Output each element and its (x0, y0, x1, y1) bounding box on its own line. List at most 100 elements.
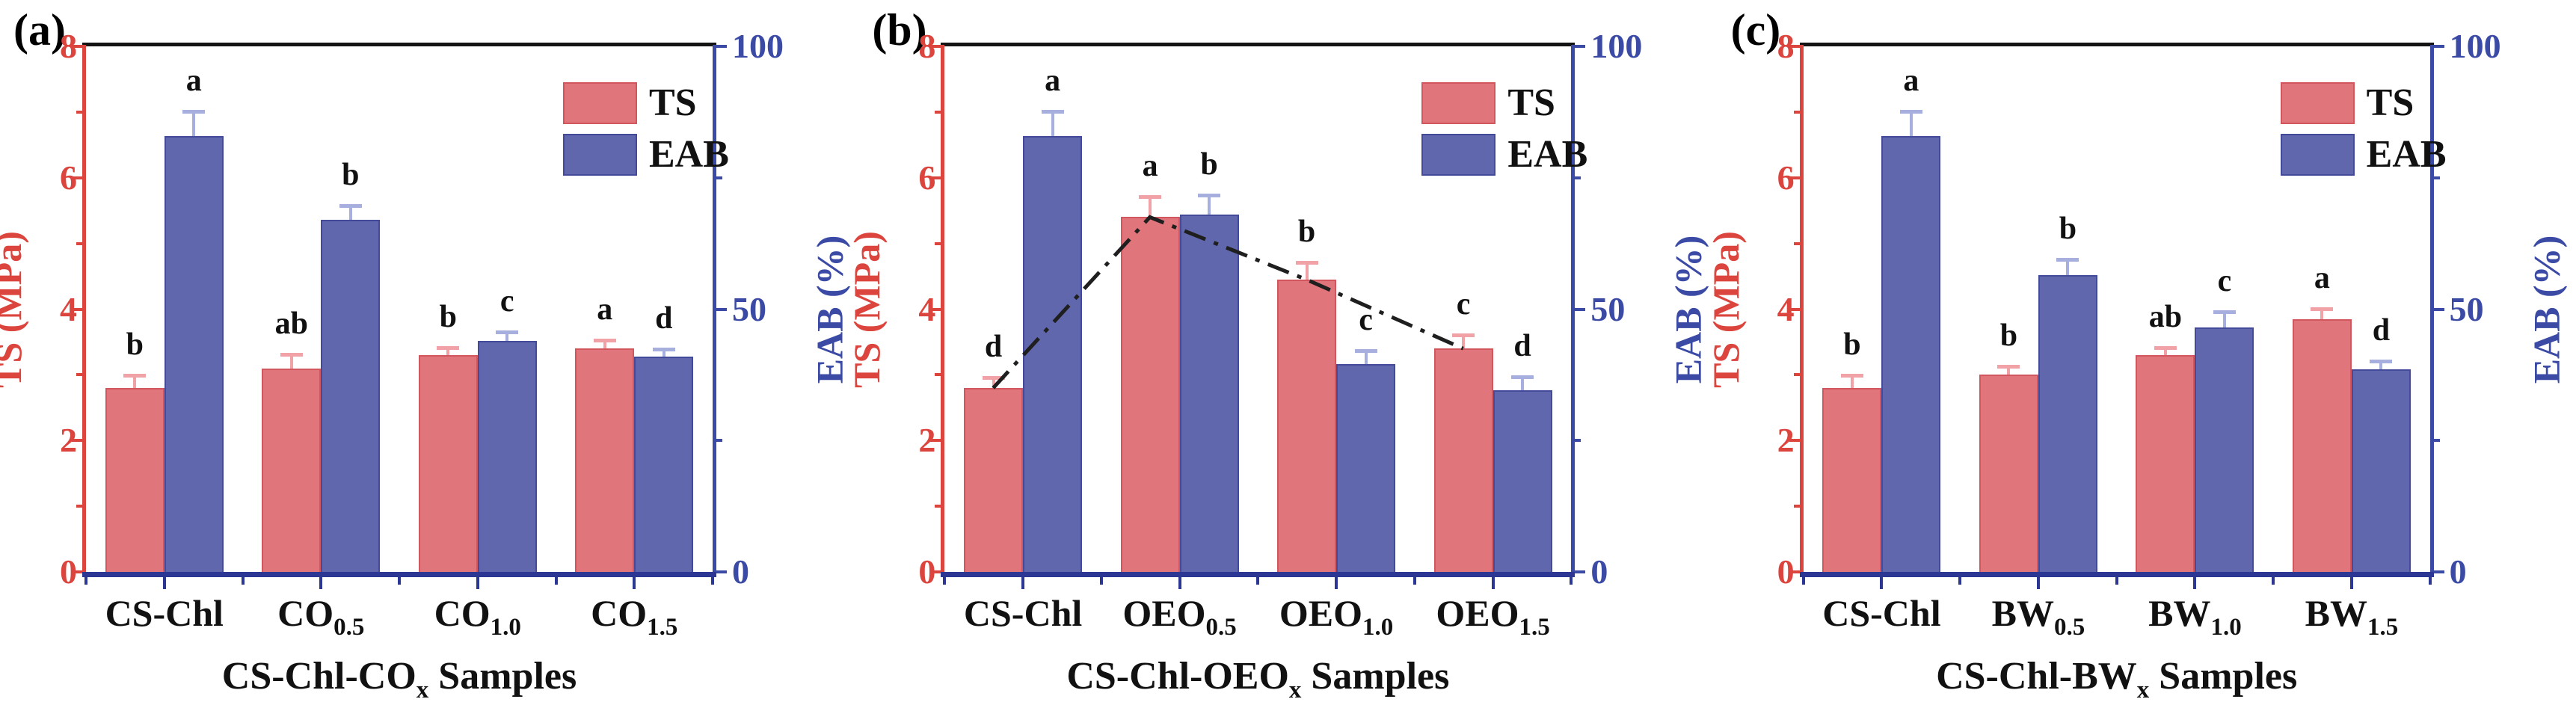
plot-area: b b ab a a b c d 0 2 4 6 8 0 50 100 CS-Chl BW0.5 BW1.0 BW1.… (1705, 27, 2568, 704)
significance-letter: b (1843, 327, 1861, 363)
bottom-axis-minor-tick (1256, 577, 1260, 585)
significance-letter: a (597, 292, 613, 327)
bottom-axis-minor-tick (2428, 577, 2432, 585)
top-axis-line (1799, 43, 2434, 46)
right-axis-line (2429, 45, 2434, 576)
left-axis-tick-label: 0 (918, 552, 936, 591)
error-bar-cap (1452, 333, 1475, 337)
chart-panel-b: (b) d a b c a b c d 0 2 4 6 8 0 50 100 CS-Chl OEO0.5 OEO1.0… (846, 0, 1717, 705)
bar-ts-1 (262, 368, 322, 572)
bar-ts-2 (418, 355, 478, 572)
bottom-axis-minor-tick (2272, 577, 2275, 585)
significance-letter: d (655, 301, 673, 336)
legend: TS EAB (1421, 81, 1587, 176)
bar-eab-3 (634, 356, 694, 572)
right-axis-tick (2433, 570, 2444, 573)
bottom-axis-tick (162, 577, 166, 589)
left-axis-tick (72, 307, 82, 311)
bar-ts-0 (105, 387, 165, 572)
bottom-axis-minor-tick (2115, 577, 2118, 585)
top-axis-line (941, 43, 1576, 46)
bar-eab-1 (321, 219, 381, 572)
significance-letter: d (2372, 313, 2391, 348)
error-bar-stem (192, 111, 196, 136)
error-bar-cap (437, 346, 460, 351)
left-axis-tick (1789, 45, 1800, 48)
panel-letter-label: (c) (1730, 5, 1781, 55)
bottom-axis-tick (476, 577, 479, 589)
left-axis-tick (1789, 570, 1800, 573)
error-bar-cap (2154, 346, 2177, 351)
panel-letter-label: (a) (13, 5, 66, 55)
legend-label: EAB (2366, 133, 2447, 176)
left-axis-minor-tick (1793, 241, 1800, 245)
x-category-label: CS-Chl (105, 592, 224, 634)
right-axis-tick-label: 0 (1590, 552, 1608, 591)
left-axis-minor-tick (935, 373, 941, 377)
error-bar-stem (1462, 335, 1466, 349)
left-axis-tick (72, 570, 82, 573)
top-axis-line (82, 43, 716, 46)
legend-item-eab: EAB (2280, 132, 2447, 176)
bottom-axis-minor-tick (1099, 577, 1103, 585)
left-axis-minor-tick (935, 505, 941, 508)
bottom-axis-tick (1491, 577, 1495, 589)
error-bar-cap (593, 338, 616, 342)
error-bar-cap (182, 109, 206, 114)
trend-dashdot-line (992, 215, 1465, 390)
error-bar-cap (652, 348, 675, 352)
bar-ts-0 (1822, 387, 1882, 572)
chart-panel-a: (a) b ab b a a b c d 0 2 4 6 8 0 50 100 CS-Chl CO0.5 CO1.0 C… (0, 0, 858, 705)
error-bar-cap (1139, 195, 1162, 200)
error-bar-stem (2007, 366, 2011, 375)
left-axis-minor-tick (935, 110, 941, 114)
legend-item-eab: EAB (1421, 132, 1587, 176)
right-axis-tick (716, 570, 727, 573)
right-axis-title: EAB (%) (1667, 235, 1709, 384)
x-category-label: OEO0.5 (1122, 592, 1237, 641)
error-bar-stem (2320, 309, 2324, 319)
bottom-axis-minor-tick (1570, 577, 1573, 585)
significance-letter: b (439, 300, 457, 335)
legend-label: EAB (1507, 133, 1588, 176)
bottom-axis-minor-tick (711, 577, 714, 585)
error-bar-cap (1899, 109, 1922, 114)
left-axis-tick (72, 176, 82, 179)
right-axis-minor-tick (2433, 439, 2440, 443)
significance-letter: a (1142, 149, 1158, 184)
significance-letter: ab (274, 307, 308, 341)
bar-ts-3 (1433, 348, 1493, 572)
right-axis-tick (2433, 307, 2444, 311)
significance-letter: d (1513, 328, 1531, 363)
left-axis-line (941, 45, 945, 575)
error-bar-stem (992, 378, 995, 388)
right-axis-minor-tick (1575, 439, 1581, 443)
error-bar-cap (1354, 348, 1377, 353)
right-axis-minor-tick (716, 439, 722, 443)
bottom-axis-line (1799, 572, 2434, 577)
error-bar-cap (982, 375, 1005, 380)
left-axis-tick-label: 4 (918, 289, 936, 328)
bottom-axis-minor-tick (241, 577, 245, 585)
left-axis-title: TS (MPa) (0, 230, 30, 388)
error-bar-stem (662, 350, 665, 357)
legend-swatch-ts (2280, 81, 2355, 124)
bar-ts-1 (1120, 217, 1180, 572)
x-category-label: CO1.0 (434, 592, 521, 641)
x-category-label: CS-Chl (963, 592, 1083, 634)
x-category-label: CO0.5 (277, 592, 365, 641)
bottom-axis-tick (1335, 577, 1338, 589)
x-axis-title: CS-Chl-BWx Samples (1936, 655, 2298, 704)
error-bar-cap (280, 353, 303, 357)
left-axis-tick-label: 6 (1777, 158, 1795, 197)
error-bar-cap (123, 374, 147, 378)
error-bar-cap (1041, 109, 1064, 114)
error-bar-cap (1295, 260, 1318, 265)
left-axis-tick (930, 439, 941, 443)
left-axis-tick (1789, 307, 1800, 311)
left-axis-minor-tick (935, 241, 941, 245)
bottom-axis-tick (319, 577, 323, 589)
right-axis-tick (1575, 570, 1586, 573)
right-axis-tick-label: 50 (732, 289, 766, 328)
